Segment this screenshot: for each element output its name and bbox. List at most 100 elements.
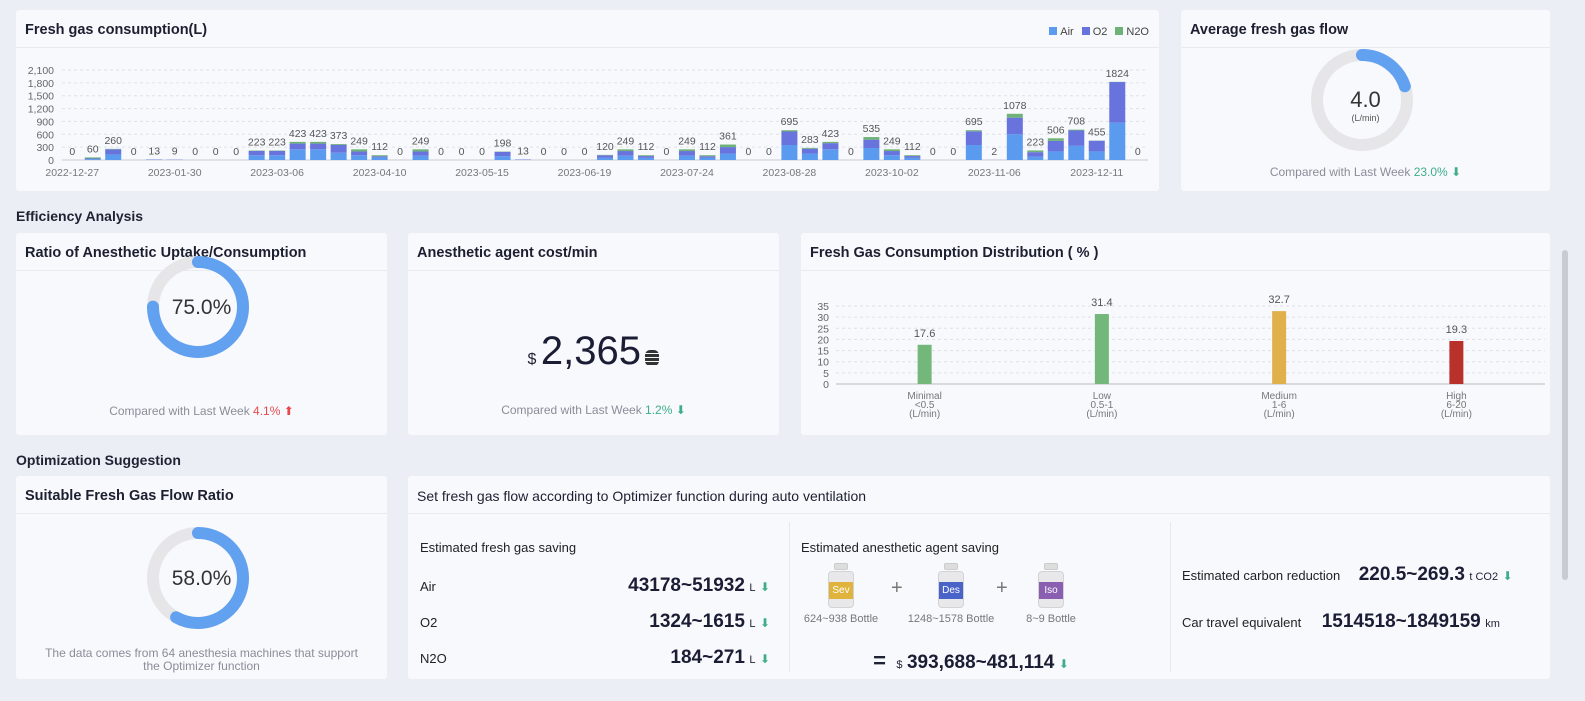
consumption-chart: 03006009001,2001,5001,8002,10002022-12-2… [28, 65, 1148, 179]
bar-segment-air [351, 155, 368, 160]
bar-segment-o2 [351, 151, 368, 156]
x-tick-label: 2023-12-11 [1070, 167, 1123, 179]
bar-segment-air [965, 145, 982, 160]
bar-segment-n2o [637, 155, 654, 157]
gas-saving-title: Estimated fresh gas saving [420, 540, 577, 555]
suitable-ratio-card: Suitable Fresh Gas Flow Ratio 58.0% The … [16, 476, 387, 679]
data-label: 249 [678, 135, 696, 147]
data-label: 223 [248, 136, 266, 148]
donut-progress [147, 527, 249, 629]
divider [16, 47, 1159, 48]
bar-segment-n2o [371, 155, 388, 157]
bar-segment-o2 [289, 143, 306, 150]
bar-segment-n2o [883, 149, 900, 152]
x-tick-label: (L/min) [909, 409, 940, 420]
bar-segment-n2o [965, 130, 982, 132]
card-title: Fresh Gas Consumption Distribution ( % ) [810, 245, 1099, 261]
ratio-value: 75.0% [171, 296, 232, 319]
bar-segment-air [863, 148, 880, 160]
x-tick-label: (L/min) [1441, 409, 1472, 420]
card-title: Set fresh gas flow according to Optimize… [417, 488, 867, 504]
y-tick-label: 20 [817, 334, 829, 346]
bar-segment-air [105, 154, 122, 160]
legend-item-o2[interactable]: O2 [1081, 26, 1107, 38]
bar-segment-air [678, 155, 695, 160]
legend-item-air[interactable]: Air [1049, 26, 1074, 38]
divider [408, 513, 1550, 514]
bar-segment-o2 [84, 158, 101, 160]
bar-segment-o2 [1068, 130, 1085, 146]
data-label: 0 [438, 146, 444, 158]
column-divider [1170, 522, 1171, 672]
bar-segment-o2 [719, 147, 736, 154]
chart-legend: Air O2 N2O [1049, 26, 1149, 38]
x-tick-label: 1-6 [1272, 400, 1287, 411]
bar-segment-air [904, 157, 921, 160]
divider [16, 270, 387, 271]
x-tick-label: 2023-06-19 [558, 167, 612, 179]
divider [801, 270, 1550, 271]
data-label: 0 [131, 146, 137, 158]
bar-segment-o2 [371, 156, 388, 158]
data-label: 17.6 [914, 328, 935, 340]
y-tick-label: 1,800 [28, 78, 54, 90]
gas-saving-row-n2o: N2O 184~271 L ⬇ [420, 647, 770, 668]
data-label: 112 [371, 141, 388, 153]
suitable-ratio-donut [147, 527, 249, 629]
arrow-down-icon: ⬇ [759, 580, 770, 594]
data-label: 223 [1027, 136, 1045, 148]
data-label: 19.3 [1446, 324, 1467, 336]
bar-segment-air [1006, 134, 1023, 160]
data-label: 0 [233, 146, 239, 158]
bar-segment-n2o [1027, 150, 1044, 153]
data-label: 0 [479, 146, 485, 158]
y-tick-label: 1,500 [28, 91, 54, 103]
data-label: 60 [87, 143, 99, 155]
data-label: 0 [1135, 146, 1141, 158]
bar-segment-n2o [699, 155, 716, 157]
data-label: 249 [617, 135, 635, 147]
average-flow-value: 4.0 [1350, 87, 1381, 112]
bar-segment-o2 [105, 149, 122, 155]
data-label: 708 [1068, 116, 1086, 128]
data-label: 0 [848, 146, 854, 158]
bar-segment-air [637, 157, 654, 160]
bar-segment-o2 [1006, 117, 1023, 135]
y-tick-label: 25 [817, 323, 829, 335]
data-label: 0 [69, 146, 75, 158]
card-title: Ratio of Anesthetic Uptake/Consumption [25, 245, 307, 261]
y-tick-label: 30 [817, 312, 829, 324]
legend-item-n2o[interactable]: N2O [1115, 26, 1149, 38]
data-label: 1078 [1003, 100, 1027, 112]
bar-segment-o2 [330, 144, 347, 153]
x-tick-label: (L/min) [1086, 409, 1117, 420]
data-label: 283 [801, 134, 819, 146]
average-flow-card: Average fresh gas flow 4.0 (L/min) Compa… [1181, 10, 1550, 191]
bottle-sev: Sev 624~938 Bottle [781, 563, 901, 625]
bar-segment-o2 [822, 143, 839, 150]
coins-icon [645, 350, 660, 366]
data-label: 373 [330, 130, 348, 142]
gas-saving-row-o2: O2 1324~1615 L ⬇ [420, 611, 770, 632]
bar-segment-o2 [1047, 140, 1064, 152]
average-flow-donut [1311, 49, 1413, 151]
bar-segment-n2o [412, 149, 429, 152]
card-title: Suitable Fresh Gas Flow Ratio [25, 488, 234, 504]
bar-segment-air [883, 155, 900, 160]
x-tick-label: 2023-08-28 [763, 167, 817, 179]
data-label: 0 [766, 146, 772, 158]
bar-segment-air [1088, 151, 1105, 160]
data-label: 2 [991, 146, 997, 158]
x-tick-label: 2022-12-27 [45, 167, 99, 179]
scrollbar-thumb[interactable] [1562, 250, 1568, 580]
bar-segment-air [801, 153, 818, 160]
bar [1094, 314, 1109, 384]
agent-saving-total: = $ 393,688~481,114 ⬇ [873, 648, 1069, 673]
card-title: Average fresh gas flow [1190, 22, 1349, 38]
data-label: 361 [719, 131, 737, 143]
suitable-value: 58.0% [171, 567, 232, 590]
x-tick-label: 2023-07-24 [660, 167, 714, 179]
bottle-des: Des 1248~1578 Bottle [891, 563, 1011, 625]
ratio-card: Ratio of Anesthetic Uptake/Consumption 7… [16, 233, 387, 435]
data-label: 260 [104, 135, 122, 147]
